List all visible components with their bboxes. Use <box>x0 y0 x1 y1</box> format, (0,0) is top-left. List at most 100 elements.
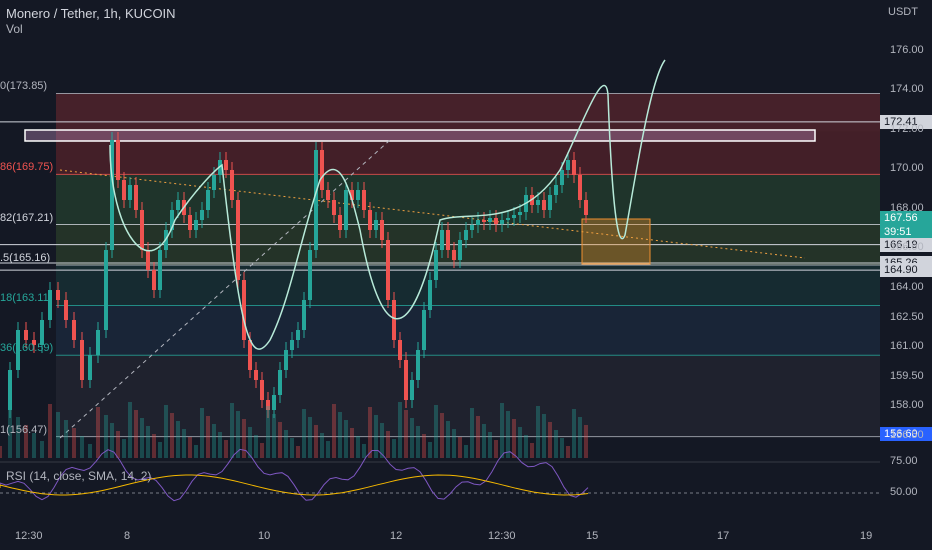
volume-bar <box>470 408 474 458</box>
volume-bar <box>254 435 258 458</box>
y-axis-tick: 156.50 <box>890 429 924 441</box>
volume-bar <box>536 406 540 458</box>
candle-body <box>140 210 144 250</box>
volume-bar <box>374 415 378 458</box>
candle-body <box>440 230 444 250</box>
candle-body <box>488 218 492 222</box>
x-axis-tick: 12:30 <box>15 530 43 542</box>
y-axis-tick: 166.00 <box>890 241 924 254</box>
volume-bar <box>302 409 306 458</box>
volume-bar <box>566 446 570 458</box>
candle-body <box>170 210 174 230</box>
candle-body <box>572 160 576 175</box>
candle-body <box>554 185 558 195</box>
volume-bar <box>104 415 108 458</box>
fib-zone <box>56 265 880 306</box>
y-axis-tick: 172.00 <box>890 122 924 135</box>
fib-level-label: 1(156.47) <box>0 423 48 436</box>
volume-bar <box>134 410 138 458</box>
volume-bar <box>0 446 2 458</box>
volume-bar <box>72 428 76 458</box>
trendline-dashed <box>59 139 391 439</box>
volume-bar <box>308 417 312 458</box>
candle-body <box>446 230 450 250</box>
candle-body <box>338 215 342 230</box>
x-axis-tick: 17 <box>717 530 730 542</box>
volume-bar <box>80 436 84 458</box>
candle-body <box>314 150 318 250</box>
candle-body <box>422 310 426 350</box>
price-tag: 156.60 <box>880 427 932 442</box>
volume-bar <box>182 429 186 458</box>
candle-body <box>458 240 462 260</box>
volume-bar <box>260 443 264 458</box>
candle-body <box>326 190 330 200</box>
volume-bar <box>16 417 20 458</box>
candle-body <box>332 200 336 215</box>
candle-body <box>380 220 384 240</box>
volume-bar <box>440 413 444 458</box>
volume-bar <box>524 435 528 458</box>
volume-label: Vol <box>6 22 23 36</box>
volume-bar <box>542 414 546 458</box>
volume-bar <box>146 426 150 458</box>
volume-bar <box>236 411 240 458</box>
rsi-sma-line <box>0 474 589 496</box>
candle-body <box>236 200 240 280</box>
volume-bar <box>96 407 100 458</box>
volume-bar <box>392 439 396 458</box>
candle-body <box>96 330 100 355</box>
volume-bar <box>338 412 342 458</box>
volume-bar <box>554 430 558 458</box>
volume-bar <box>344 420 348 458</box>
volume-bar <box>272 414 276 458</box>
rsi-axis-tick: 50.00 <box>890 486 918 498</box>
candle-body <box>482 220 486 222</box>
volume-bar <box>404 410 408 458</box>
candle-body <box>110 140 114 250</box>
trendline-dotted <box>59 169 806 259</box>
candle-body <box>566 160 570 170</box>
volume-bar <box>128 402 132 458</box>
candle-body <box>16 330 20 370</box>
volume-bar <box>506 411 510 458</box>
volume-bar <box>140 418 144 458</box>
volume-bar <box>476 416 480 458</box>
volume-bar <box>482 424 486 458</box>
volume-bar <box>560 438 564 458</box>
volume-bar <box>24 425 28 458</box>
volume-bar <box>488 432 492 458</box>
volume-bar <box>296 446 300 458</box>
candle-body <box>374 220 378 230</box>
candle-body <box>64 300 68 320</box>
candle-body <box>80 340 84 380</box>
candle-body <box>188 215 192 230</box>
volume-bar <box>224 440 228 458</box>
fib-zone <box>56 305 880 356</box>
price-tag: 172.41 <box>880 114 932 129</box>
volume-bar <box>572 409 576 458</box>
candle-body <box>362 190 366 210</box>
volume-bar <box>242 419 246 458</box>
x-axis-tick: 19 <box>860 530 873 542</box>
candle-body <box>542 200 546 210</box>
y-axis-tick: 170.00 <box>890 162 924 175</box>
volume-bar <box>326 441 330 458</box>
volume-bar <box>332 404 336 458</box>
volume-bar <box>452 429 456 458</box>
x-axis-tick: 12:30 <box>488 530 516 542</box>
volume-bar <box>584 425 588 458</box>
volume-bar <box>266 406 270 458</box>
candle-body <box>194 220 198 230</box>
volume-bar <box>500 403 504 458</box>
fib-zone <box>56 355 880 437</box>
volume-bar <box>422 434 426 458</box>
volume-bar <box>446 421 450 458</box>
candle-body <box>464 230 468 240</box>
volume-bar <box>512 419 516 458</box>
candle-body <box>248 340 252 370</box>
candle-body <box>104 250 108 330</box>
volume-bar <box>48 404 52 458</box>
fib-level-label: 0(173.85) <box>0 80 48 93</box>
